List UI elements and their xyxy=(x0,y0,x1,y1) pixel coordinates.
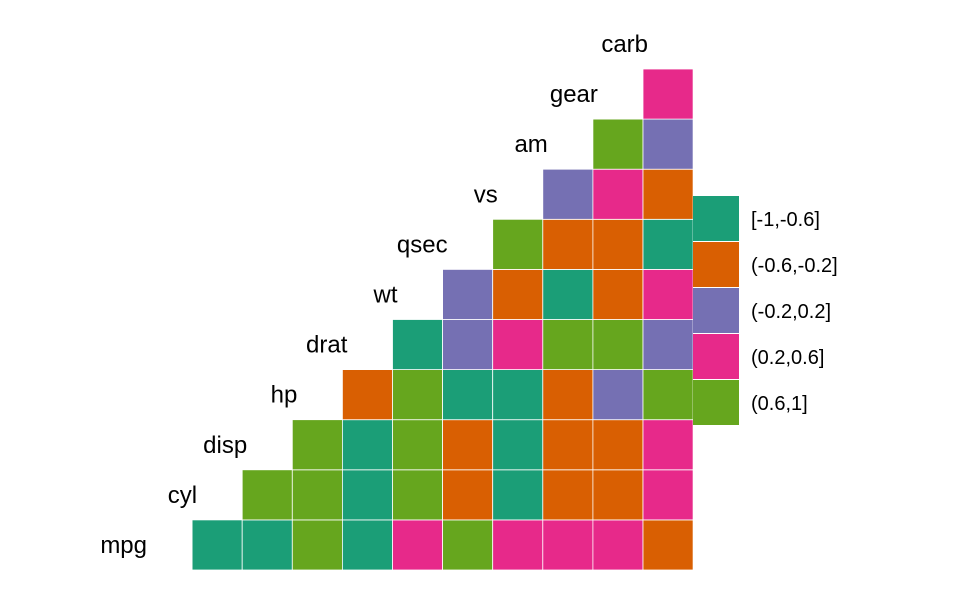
heatmap-cell-vs-hp xyxy=(492,369,544,421)
heatmap-cell-carb-wt xyxy=(642,268,694,320)
heatmap-cell-am-qsec xyxy=(542,218,594,270)
variable-label-wt: wt xyxy=(373,281,398,308)
heatmap-cell-vs-disp xyxy=(492,419,544,471)
variable-label-drat: drat xyxy=(306,332,348,359)
variable-label-am: am xyxy=(514,131,547,158)
heatmap-cells xyxy=(191,68,694,571)
heatmap-cell-qsec-hp xyxy=(442,369,494,421)
heatmap-cell-vs-wt xyxy=(492,268,544,320)
heatmap-cell-qsec-disp xyxy=(442,419,494,471)
heatmap-cell-carb-hp xyxy=(642,369,694,421)
heatmap-cell-hp-disp xyxy=(291,419,343,471)
heatmap-cell-am-cyl xyxy=(542,469,594,521)
heatmap-cell-carb-am xyxy=(642,118,694,170)
legend-swatch-0 xyxy=(693,196,739,241)
heatmap-cell-gear-qsec xyxy=(592,218,644,270)
heatmap-cell-am-disp xyxy=(542,419,594,471)
heatmap-cell-gear-wt xyxy=(592,268,644,320)
heatmap-cell-qsec-cyl xyxy=(442,469,494,521)
heatmap-cell-carb-gear xyxy=(642,68,694,120)
heatmap-cell-gear-vs xyxy=(592,168,644,220)
heatmap-cell-gear-mpg xyxy=(592,519,644,571)
variable-label-cyl: cyl xyxy=(168,482,197,509)
heatmap-cell-am-mpg xyxy=(542,519,594,571)
heatmap-cell-wt-drat xyxy=(392,319,443,370)
heatmap-cell-wt-disp xyxy=(392,419,443,471)
variable-label-qsec: qsec xyxy=(397,231,448,258)
heatmap-cell-drat-cyl xyxy=(341,469,393,521)
variable-label-mpg: mpg xyxy=(100,532,147,559)
heatmap-cell-am-vs xyxy=(542,168,594,220)
heatmap-cell-wt-mpg xyxy=(392,519,443,571)
heatmap-cell-vs-mpg xyxy=(492,519,544,571)
heatmap-cell-disp-cyl xyxy=(241,469,293,521)
heatmap-cell-drat-mpg xyxy=(341,519,393,571)
heatmap-cell-vs-cyl xyxy=(492,469,544,521)
variable-label-disp: disp xyxy=(203,432,247,459)
heatmap-cell-am-hp xyxy=(542,369,594,421)
legend: [-1,-0.6] (-0.6,-0.2] (-0.2,0.2] (0.2,0.6] (… xyxy=(693,196,838,425)
heatmap-cell-disp-mpg xyxy=(241,519,293,571)
heatmap-cell-gear-disp xyxy=(592,419,644,471)
heatmap-cell-gear-drat xyxy=(592,319,644,370)
legend-label-3: (0.2,0.6] xyxy=(751,347,824,369)
legend-label-4: (0.6,1] xyxy=(751,393,808,415)
legend-label-1: (-0.6,-0.2] xyxy=(751,255,838,277)
heatmap-cell-hp-mpg xyxy=(291,519,343,571)
heatmap-cell-gear-cyl xyxy=(592,469,644,521)
heatmap-cell-qsec-drat xyxy=(442,319,494,370)
heatmap-cell-gear-am xyxy=(592,118,644,170)
legend-swatch-4 xyxy=(693,380,739,425)
variable-label-hp: hp xyxy=(271,382,298,409)
heatmap-cell-carb-vs xyxy=(642,168,694,220)
variable-label-carb: carb xyxy=(601,31,648,58)
heatmap-cell-qsec-mpg xyxy=(442,519,494,571)
heatmap-cell-carb-mpg xyxy=(642,519,694,571)
heatmap-cell-drat-hp xyxy=(341,369,393,421)
heatmap-cell-drat-disp xyxy=(341,419,393,471)
heatmap-cell-carb-disp xyxy=(642,419,694,471)
variable-label-gear: gear xyxy=(550,81,598,108)
heatmap-cell-wt-hp xyxy=(392,369,443,421)
heatmap-cell-qsec-wt xyxy=(442,268,494,320)
heatmap-cell-carb-qsec xyxy=(642,218,694,270)
legend-label-0: [-1,-0.6] xyxy=(751,209,820,231)
legend-swatch-1 xyxy=(693,242,739,287)
heatmap-cell-am-drat xyxy=(542,319,594,370)
heatmap-cell-wt-cyl xyxy=(392,469,443,521)
heatmap-cell-carb-cyl xyxy=(642,469,694,521)
heatmap-cell-vs-qsec xyxy=(492,218,544,270)
heatmap-cell-carb-drat xyxy=(642,319,694,370)
variable-label-vs: vs xyxy=(474,181,498,208)
legend-label-2: (-0.2,0.2] xyxy=(751,301,831,323)
legend-swatch-2 xyxy=(693,288,739,333)
heatmap-cell-hp-cyl xyxy=(291,469,343,521)
legend-swatch-3 xyxy=(693,334,739,379)
heatmap-cell-cyl-mpg xyxy=(191,519,243,571)
heatmap-cell-vs-drat xyxy=(492,319,544,370)
heatmap-cell-am-wt xyxy=(542,268,594,320)
heatmap-cell-gear-hp xyxy=(592,369,644,421)
